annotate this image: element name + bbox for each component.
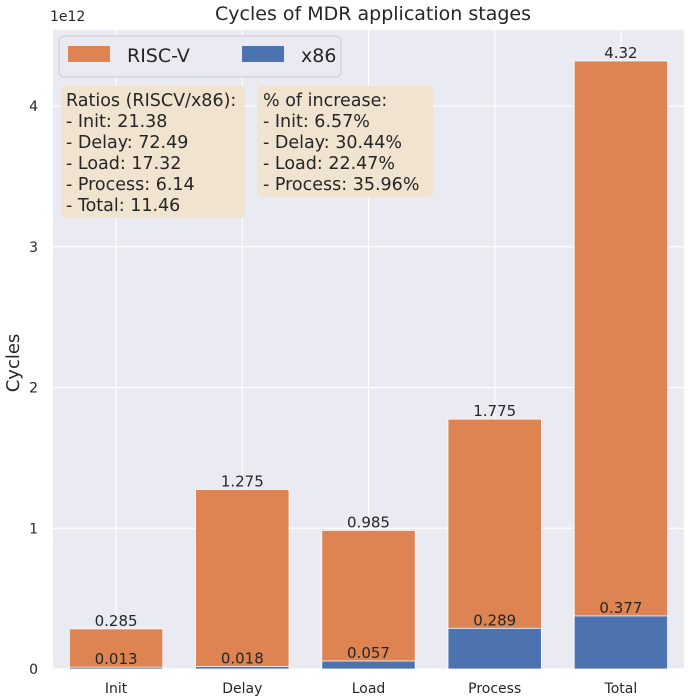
annotation-line: - Init: 6.57%	[263, 112, 370, 132]
legend-swatch	[68, 46, 110, 62]
bar-x86	[195, 666, 290, 670]
bar-risc-v	[321, 529, 416, 670]
bar-labels: 0.285 1.275 0.985 1.775 4.32 0.013 0.018 0.057 0…	[95, 44, 643, 668]
x-tick-label: Load	[352, 681, 386, 697]
annotation-line: % of increase:	[263, 91, 387, 111]
annotation-box	[61, 86, 245, 218]
bar-risc-v	[447, 418, 542, 670]
data-label-risc-v: 4.32	[604, 44, 637, 62]
annotation-box	[257, 86, 433, 197]
y-tick-label: 2	[29, 381, 38, 397]
data-label-risc-v: 0.285	[95, 612, 138, 630]
y-tick-label: 4	[29, 99, 38, 115]
bar-x86	[447, 627, 542, 670]
y-tick-label: 3	[29, 240, 38, 256]
chart-title: Cycles of MDR application stages	[215, 3, 531, 25]
x-tick-label: Process	[468, 681, 521, 697]
x-tick-label: Delay	[222, 681, 262, 697]
legend: RISC-V x86	[58, 35, 342, 78]
data-label-x86: 0.018	[221, 649, 264, 667]
annotation-line: - Process: 35.96%	[263, 175, 419, 195]
data-label-risc-v: 1.775	[473, 402, 516, 420]
annotation-line: - Init: 21.38	[66, 112, 167, 132]
bar-x86	[69, 666, 164, 670]
bar-x86	[321, 660, 416, 670]
data-label-risc-v: 1.275	[221, 473, 264, 491]
data-label-x86: 0.377	[599, 599, 642, 617]
y-axis-offset-label: 1e12	[50, 9, 85, 25]
bar-x86	[573, 615, 668, 670]
bar-risc-v	[69, 628, 164, 670]
bar-risc-v	[573, 60, 668, 670]
annotation-line: - Delay: 30.44%	[263, 133, 402, 153]
annotation-line: - Load: 17.32	[66, 154, 181, 174]
data-label-risc-v: 0.985	[347, 513, 390, 531]
annotation-boxes: Ratios (RISCV/x86): - Init: 21.38 - Dela…	[61, 86, 433, 218]
y-tick-label: 0	[29, 662, 38, 678]
annotation-line: - Total: 11.46	[66, 196, 180, 216]
data-label-x86: 0.013	[95, 650, 138, 668]
bar-risc-v	[195, 489, 290, 670]
bars	[69, 60, 668, 670]
x-axis-ticks: Init Delay Load Process Total	[105, 681, 637, 697]
x-tick-label: Total	[604, 681, 638, 697]
annotation-line: - Load: 22.47%	[263, 154, 395, 174]
y-tick-label: 1	[29, 521, 38, 537]
legend-label: x86	[301, 45, 336, 67]
x-tick-label: Init	[105, 681, 128, 697]
y-axis-ticks: 0 1 2 3 4	[29, 99, 38, 678]
data-label-x86: 0.289	[473, 611, 516, 629]
annotation-line: - Process: 6.14	[66, 175, 195, 195]
legend-swatch	[242, 46, 284, 62]
annotation-line: Ratios (RISCV/x86):	[66, 91, 236, 111]
legend-label: RISC-V	[127, 45, 190, 67]
data-label-x86: 0.057	[347, 644, 390, 662]
annotation-line: - Delay: 72.49	[66, 133, 188, 153]
y-axis-label: Cycles	[3, 334, 24, 393]
